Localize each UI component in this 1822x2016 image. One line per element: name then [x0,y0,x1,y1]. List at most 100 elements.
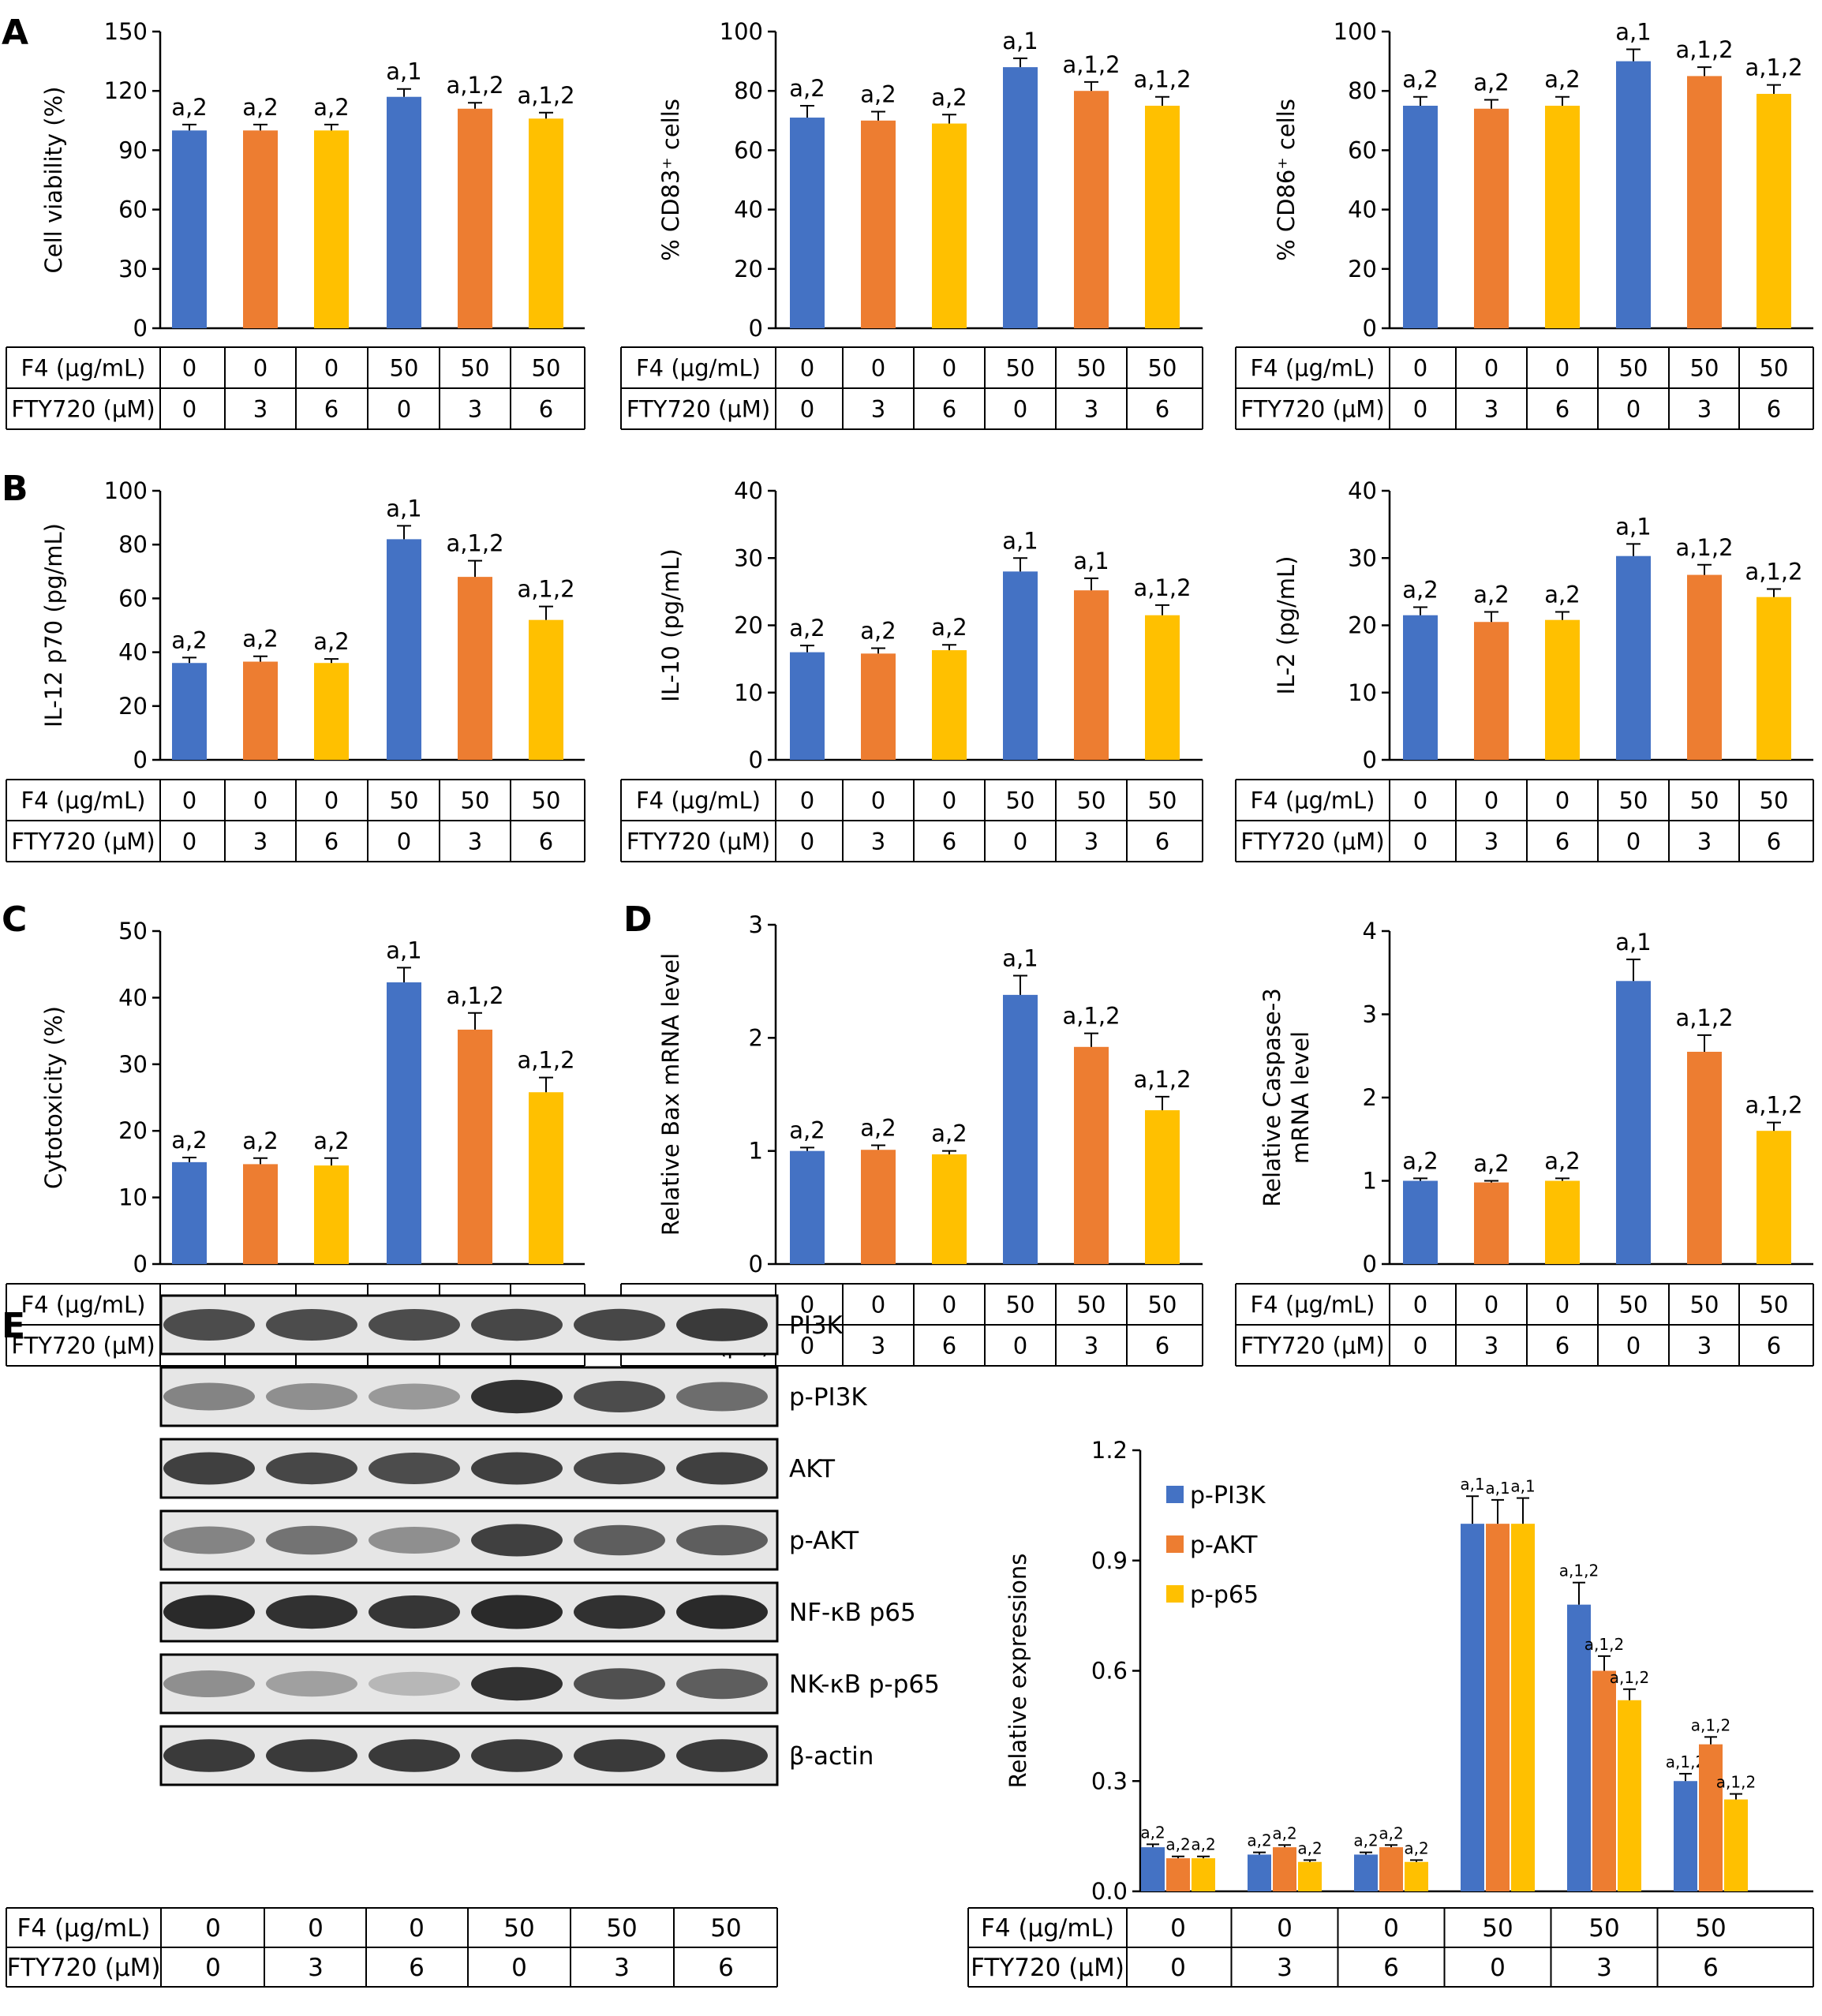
significance-label: a,1,2 [1584,1635,1624,1654]
f4-dose-cell: 50 [1482,1914,1513,1943]
fty720-dose-cell: 0 [1170,1954,1186,1982]
y-axis-title: Relative expressions [1005,1554,1031,1789]
significance-label: a,1,2 [1675,1004,1733,1031]
blot-band [574,1308,665,1341]
significance-label: a,2 [931,84,967,110]
y-axis-title: Cytotoxicity (%) [40,1006,67,1189]
significance-label: a,1,2 [446,530,503,557]
fty720-dose-cell: 0 [511,1954,527,1982]
significance-label: a,1,2 [1133,574,1191,601]
f4-dose-cell: 0 [409,1914,425,1943]
fty720-dose-cell: 0 [1626,828,1641,855]
blot-band [574,1739,665,1772]
fty720-dose-cell: 3 [468,395,482,422]
f4-dose-cell: 0 [1484,787,1498,814]
y-tick-label: 20 [118,1117,148,1144]
fty720-row-label: FTY720 (μM) [11,828,155,855]
bar [529,1092,563,1264]
bar [1618,1700,1641,1891]
f4-dose-cell: 0 [253,354,268,381]
bar [1674,1781,1697,1891]
f4-row-label: F4 (μg/mL) [636,354,761,381]
blot-band [266,1739,357,1772]
fty720-dose-cell: 0 [1413,395,1427,422]
fty720-dose-cell: 0 [1013,1332,1027,1359]
f4-dose-cell: 50 [1619,787,1648,814]
significance-label: a,1,2 [446,982,503,1009]
bar [1616,61,1651,328]
y-axis-title: Relative Bax mRNA level [657,953,684,1236]
bar-chart-6: 0 10 20 30 40 50 Cytotoxicity (%) a,2 a,2 a,2 a,1 a… [6,918,586,1367]
fty720-row-label: FTY720 (μM) [627,395,770,422]
significance-label: a,1,2 [1675,534,1733,561]
y-tick-label: 2 [1363,1084,1377,1111]
fty720-dose-cell: 3 [308,1954,324,1982]
f4-dose-cell: 0 [324,787,339,814]
f4-dose-cell: 0 [1484,1291,1498,1318]
y-tick-label: 0 [749,746,763,773]
bar [1474,622,1509,760]
significance-label: a,1 [1485,1479,1510,1498]
bar [861,653,896,760]
blot-band [369,1383,460,1410]
f4-dose-cell: 50 [1690,354,1719,381]
fty720-dose-cell: 3 [1277,1954,1293,1982]
f4-dose-cell: 50 [461,787,490,814]
fty720-dose-cell: 0 [182,828,196,855]
bar [1592,1670,1616,1891]
y-tick-label: 40 [1348,196,1377,223]
significance-label: a,1,2 [1666,1752,1705,1771]
f4-dose-cell: 50 [1077,1291,1106,1318]
f4-dose-cell: 0 [1170,1914,1186,1943]
fty720-row-label: FTY720 (μM) [1240,395,1384,422]
fty720-dose-cell: 3 [1697,395,1712,422]
significance-label: a,1 [1002,28,1038,54]
significance-label: a,1 [1615,513,1651,540]
f4-dose-cell: 50 [461,354,490,381]
f4-dose-cell: 50 [532,354,561,381]
significance-label: a,2 [1402,66,1438,93]
fty720-dose-cell: 3 [1484,828,1498,855]
bar [1074,590,1109,760]
f4-dose-cell: 0 [253,787,268,814]
y-tick-label: 20 [734,612,763,639]
y-tick-label: 3 [1363,1001,1377,1028]
significance-label: a,2 [1272,1823,1296,1842]
blot-band [266,1525,357,1555]
f4-dose-cell: 0 [1413,1291,1427,1318]
y-tick-label: 20 [734,256,763,282]
y-tick-label: 100 [1334,18,1377,45]
fty720-dose-cell: 6 [539,828,553,855]
f4-dose-cell: 50 [1077,354,1106,381]
f4-dose-cell: 50 [1148,354,1177,381]
significance-label: a,2 [242,1128,278,1154]
significance-label: a,2 [1353,1831,1378,1850]
bar [1273,1847,1296,1891]
blot-strip [159,1294,779,1356]
y-tick-label: 0 [1363,746,1377,773]
bar [1074,1046,1109,1264]
blot-band-label: NK-κB p-p65 [789,1670,940,1699]
y-tick-label: 10 [1348,679,1377,706]
fty720-dose-cell: 6 [1155,395,1169,422]
y-axis-title: IL-2 (pg/mL) [1273,556,1300,695]
f4-dose-cell: 50 [1077,787,1106,814]
f4-row-label: F4 (μg/mL) [1250,787,1375,814]
f4-dose-cell: 50 [1619,354,1648,381]
legend-label: p-PI3K [1190,1482,1266,1509]
y-tick-label: 30 [734,544,763,571]
legend-label: p-AKT [1190,1532,1258,1559]
f4-dose-cell: 50 [503,1914,534,1943]
f4-dose-cell: 0 [1555,354,1569,381]
y-tick-label: 80 [118,531,148,558]
bar [1405,1861,1428,1891]
f4-dose-cell: 50 [710,1914,741,1943]
f4-dose-cell: 0 [800,787,814,814]
bar [1757,93,1791,329]
blot-band [266,1670,357,1697]
bar-chart-7: 0 1 2 3 Relative Bax mRNA level a,2 a,2 a,2 a,1 a… [620,911,1203,1367]
f4-dose-cell: 50 [1760,787,1789,814]
fty720-dose-cell: 3 [871,1332,885,1359]
